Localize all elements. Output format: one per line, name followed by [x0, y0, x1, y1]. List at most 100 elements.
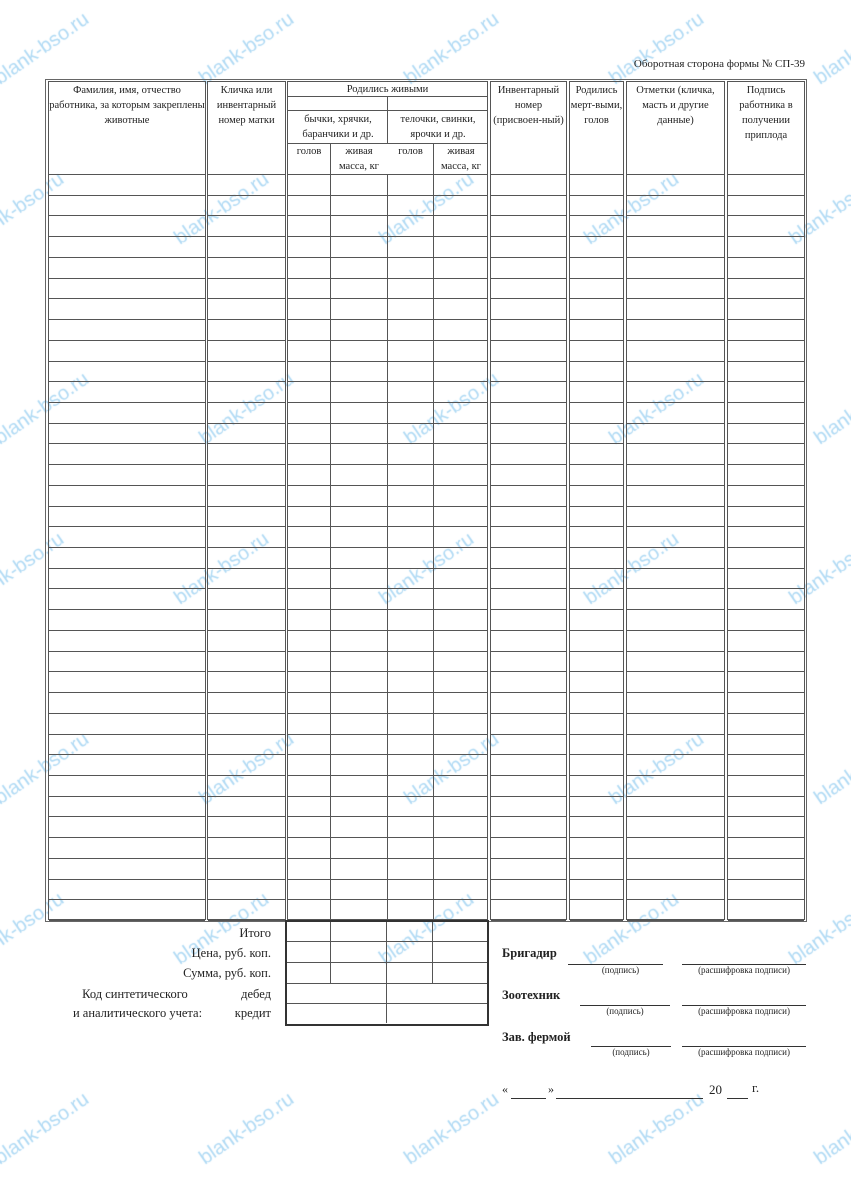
table-cell[interactable] — [728, 195, 804, 216]
table-cell[interactable] — [570, 381, 623, 402]
table-cell[interactable] — [570, 174, 623, 195]
table-cell[interactable] — [491, 671, 566, 692]
table-cell[interactable] — [49, 278, 205, 299]
table-cell[interactable] — [728, 899, 804, 920]
zootechnician-decode-field[interactable] — [682, 1005, 806, 1006]
table-cell[interactable] — [627, 775, 724, 796]
table-cell[interactable] — [570, 899, 623, 920]
table-cell[interactable] — [49, 754, 205, 775]
table-cell[interactable] — [49, 609, 205, 630]
table-cell[interactable] — [627, 568, 724, 589]
table-cell[interactable] — [570, 319, 623, 340]
table-cell[interactable] — [208, 754, 285, 775]
table-cell[interactable] — [570, 588, 623, 609]
table-cell[interactable] — [491, 692, 566, 713]
table-cell[interactable] — [570, 485, 623, 506]
total-cell[interactable] — [287, 922, 330, 941]
table-cell[interactable] — [49, 837, 205, 858]
table-cell[interactable] — [49, 381, 205, 402]
table-cell[interactable] — [491, 298, 566, 319]
farm-head-decode-field[interactable] — [682, 1046, 806, 1047]
table-cell[interactable] — [728, 568, 804, 589]
table-cell[interactable] — [491, 775, 566, 796]
table-cell[interactable] — [49, 713, 205, 734]
table-cell[interactable] — [49, 651, 205, 672]
table-cell[interactable] — [570, 651, 623, 672]
table-cell[interactable] — [570, 775, 623, 796]
table-cell[interactable] — [627, 754, 724, 775]
table-cell[interactable] — [208, 796, 285, 817]
table-cell[interactable] — [491, 340, 566, 361]
table-cell[interactable] — [491, 423, 566, 444]
table-cell[interactable] — [627, 796, 724, 817]
table-cell[interactable] — [49, 858, 205, 879]
table-cell[interactable] — [491, 526, 566, 547]
table-cell[interactable] — [49, 671, 205, 692]
table-cell[interactable] — [627, 195, 724, 216]
table-cell[interactable] — [570, 879, 623, 900]
table-cell[interactable] — [49, 692, 205, 713]
table-cell[interactable] — [49, 588, 205, 609]
table-cell[interactable] — [570, 340, 623, 361]
table-cell[interactable] — [728, 278, 804, 299]
table-cell[interactable] — [49, 257, 205, 278]
table-cell[interactable] — [728, 775, 804, 796]
table-cell[interactable] — [49, 174, 205, 195]
table-cell[interactable] — [728, 257, 804, 278]
table-cell[interactable] — [570, 713, 623, 734]
table-cell[interactable] — [627, 734, 724, 755]
table-cell[interactable] — [570, 236, 623, 257]
date-year-field[interactable] — [727, 1098, 748, 1099]
table-cell[interactable] — [627, 402, 724, 423]
table-cell[interactable] — [49, 899, 205, 920]
table-cell[interactable] — [570, 506, 623, 527]
table-cell[interactable] — [728, 796, 804, 817]
table-cell[interactable] — [208, 837, 285, 858]
date-month-field[interactable] — [556, 1098, 703, 1099]
table-cell[interactable] — [627, 609, 724, 630]
table-cell[interactable] — [570, 692, 623, 713]
table-cell[interactable] — [208, 506, 285, 527]
table-cell[interactable] — [49, 215, 205, 236]
table-cell[interactable] — [208, 423, 285, 444]
table-cell[interactable] — [491, 361, 566, 382]
table-cell[interactable] — [627, 630, 724, 651]
table-cell[interactable] — [208, 340, 285, 361]
table-cell[interactable] — [208, 402, 285, 423]
table-cell[interactable] — [570, 443, 623, 464]
table-cell[interactable] — [728, 215, 804, 236]
table-cell[interactable] — [627, 547, 724, 568]
table-cell[interactable] — [570, 630, 623, 651]
table-cell[interactable] — [728, 630, 804, 651]
table-cell[interactable] — [627, 319, 724, 340]
table-cell[interactable] — [49, 547, 205, 568]
table-cell[interactable] — [728, 713, 804, 734]
table-cell[interactable] — [570, 568, 623, 589]
table-cell[interactable] — [208, 816, 285, 837]
table-cell[interactable] — [570, 609, 623, 630]
table-cell[interactable] — [627, 837, 724, 858]
table-cell[interactable] — [49, 485, 205, 506]
table-cell[interactable] — [208, 443, 285, 464]
table-cell[interactable] — [49, 506, 205, 527]
table-cell[interactable] — [728, 692, 804, 713]
table-cell[interactable] — [627, 671, 724, 692]
table-cell[interactable] — [491, 816, 566, 837]
table-cell[interactable] — [728, 609, 804, 630]
table-cell[interactable] — [491, 713, 566, 734]
table-cell[interactable] — [570, 796, 623, 817]
table-cell[interactable] — [728, 464, 804, 485]
table-cell[interactable] — [570, 298, 623, 319]
table-cell[interactable] — [208, 775, 285, 796]
table-cell[interactable] — [728, 754, 804, 775]
table-cell[interactable] — [728, 588, 804, 609]
table-cell[interactable] — [728, 236, 804, 257]
table-cell[interactable] — [491, 796, 566, 817]
table-cell[interactable] — [491, 837, 566, 858]
table-cell[interactable] — [570, 195, 623, 216]
table-cell[interactable] — [208, 547, 285, 568]
table-cell[interactable] — [728, 734, 804, 755]
table-cell[interactable] — [208, 195, 285, 216]
table-cell[interactable] — [491, 319, 566, 340]
table-cell[interactable] — [491, 215, 566, 236]
